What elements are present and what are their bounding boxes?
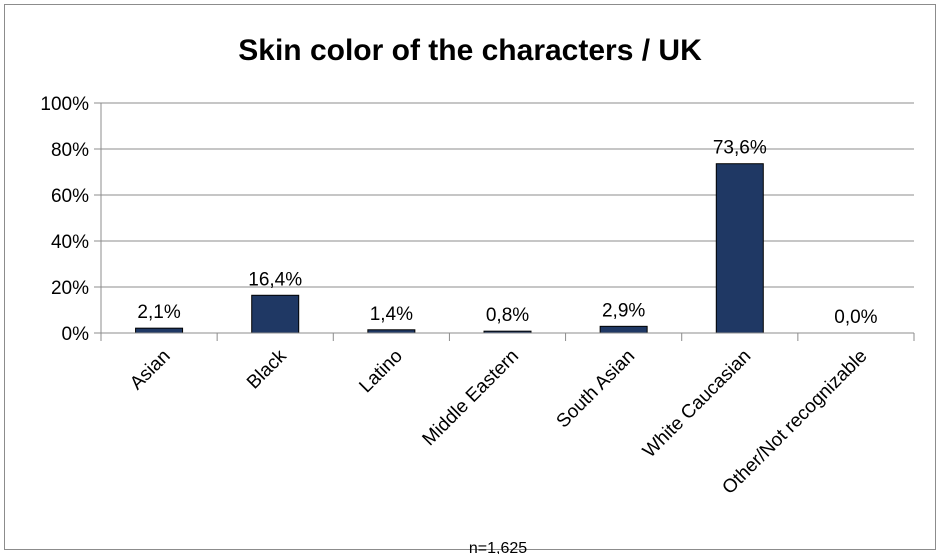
gridlines (101, 102, 914, 334)
sample-size-note: n=1,625 (469, 540, 527, 554)
y-tick-label: 100% (40, 94, 89, 115)
x-tick-label: South Asian (553, 346, 640, 433)
x-tick-label: Asian (126, 346, 174, 394)
x-tick-label: Middle Eastern (419, 346, 523, 450)
chart-title: Skin color of the characters / UK (238, 34, 702, 67)
y-tick-label: 60% (51, 186, 89, 207)
bar (135, 327, 184, 334)
bar (251, 294, 300, 334)
bars (135, 163, 764, 334)
x-axis-ticks: Asian Black Latino Middle Eastern South Asia… (100, 332, 915, 499)
y-tick-label: 40% (51, 232, 89, 253)
y-tick-label: 80% (51, 140, 89, 161)
data-label: 16,4% (248, 269, 302, 290)
data-label: 0,8% (486, 305, 529, 326)
data-label: 1,4% (370, 304, 413, 325)
y-axis-ticks: 0% 20% 40% 60% 80% 100% (40, 94, 102, 345)
chart-frame (4, 4, 936, 550)
data-label: 73,6% (713, 138, 767, 159)
data-label: 2,9% (602, 300, 645, 321)
bar (599, 325, 648, 334)
x-tick-label: Black (243, 345, 291, 393)
data-label: 0,0% (834, 307, 877, 328)
x-tick-label: White Caucasian (639, 346, 755, 462)
bar (715, 163, 764, 334)
x-tick-label: Latino (355, 346, 406, 397)
y-tick-label: 20% (51, 278, 89, 299)
data-label: 2,1% (137, 302, 180, 323)
y-tick-label: 0% (62, 324, 90, 345)
data-labels: 2,1% 16,4% 1,4% 0,8% 2,9% 73,6% 0,0% (137, 138, 877, 328)
